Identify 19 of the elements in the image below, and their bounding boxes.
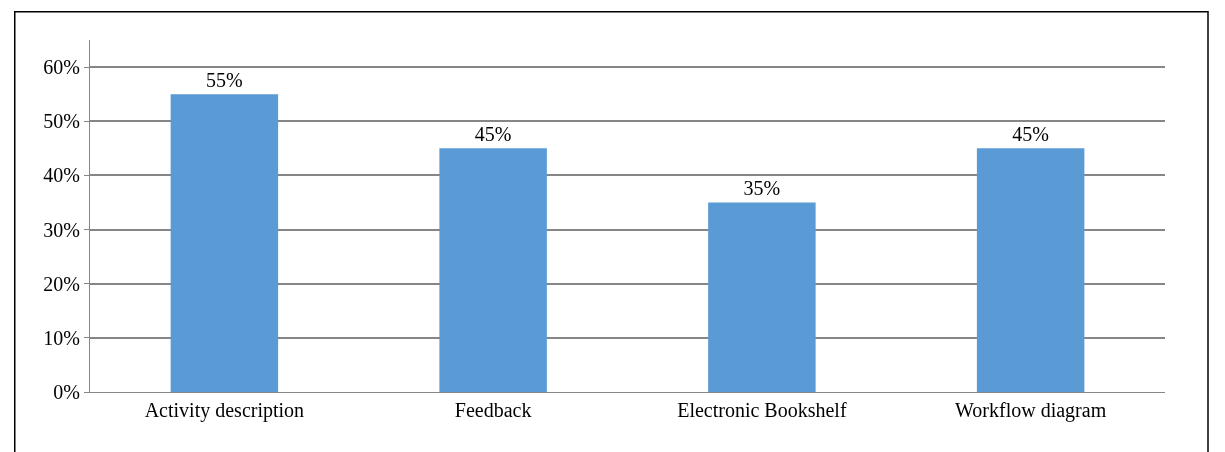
y-tick-label: 30% [43,218,80,241]
y-tick-label: 60% [43,56,80,79]
x-tick-label: Electronic Bookshelf [677,399,847,421]
x-tick-label: Activity description [144,399,305,422]
y-tick-label: 0% [53,381,80,403]
bar [170,94,279,392]
y-tick-label: 50% [43,110,80,133]
data-label: 35% [743,177,781,200]
y-tick-label: 20% [43,272,80,295]
bar [976,148,1085,392]
bar [439,148,547,392]
y-tick-label: 10% [43,326,80,349]
x-tick-label: Feedback [454,399,532,421]
x-tick-label: Workflow diagram [955,399,1107,422]
data-label: 55% [206,69,243,92]
bar [708,202,816,392]
y-tick-label: 40% [43,164,80,187]
data-label: 45% [474,123,512,146]
data-label: 45% [1012,123,1049,146]
